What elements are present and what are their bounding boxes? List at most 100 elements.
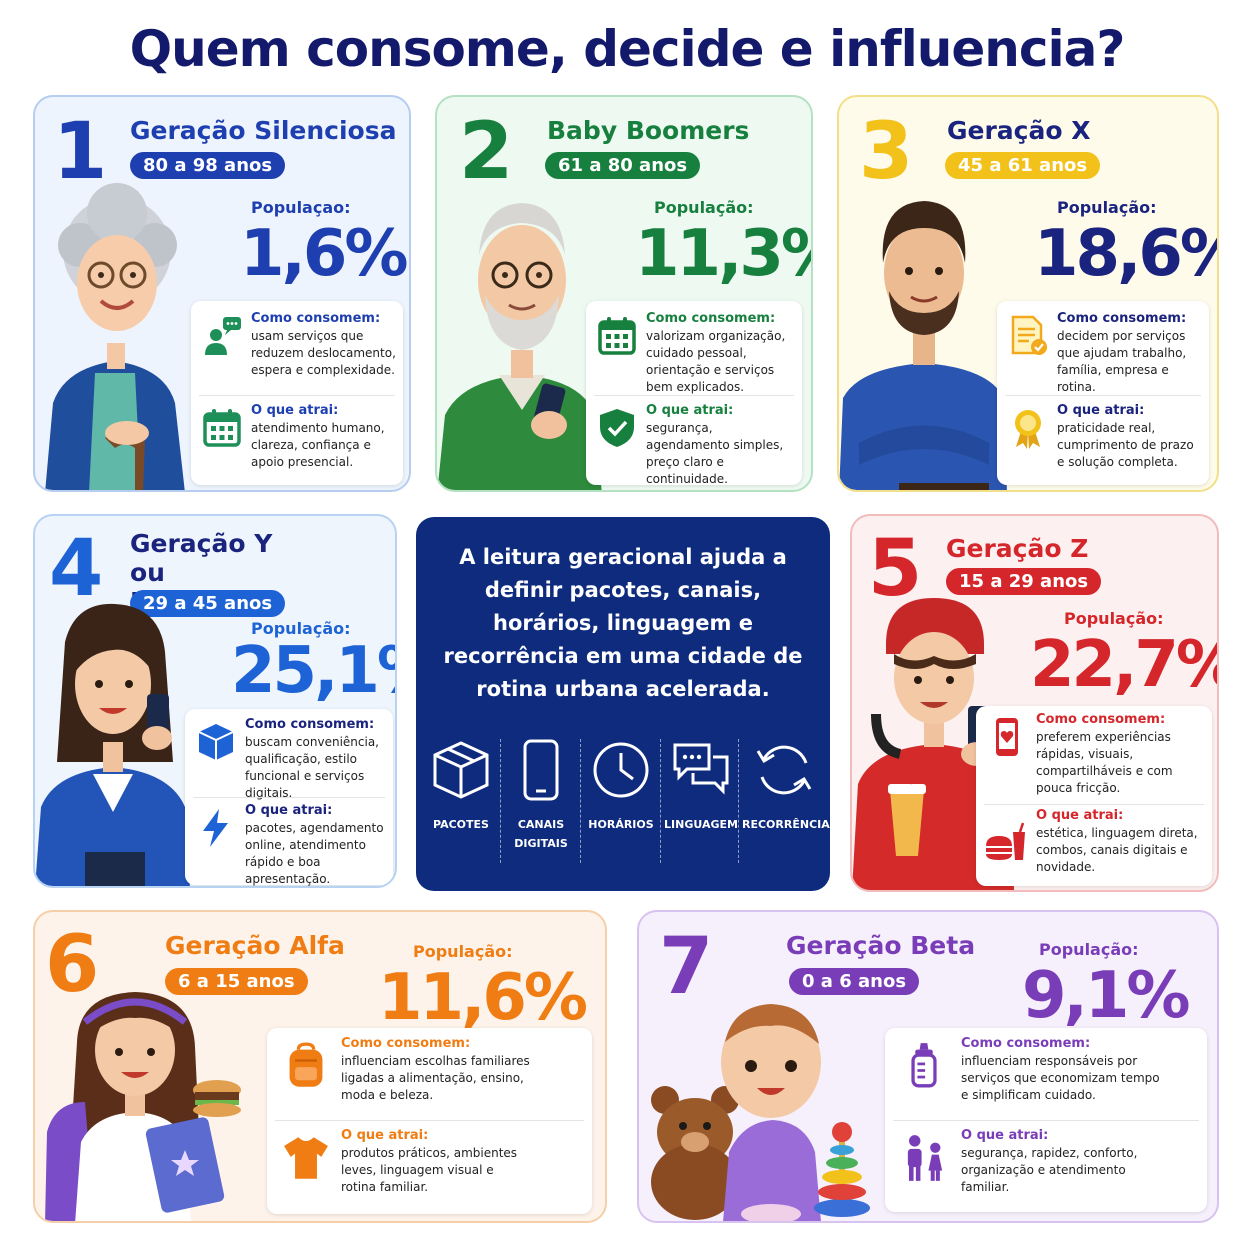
generation-name: Geração Beta xyxy=(786,931,976,960)
consume-text: buscam conveniência, qualificação, estil… xyxy=(245,735,379,800)
population-label: População: xyxy=(413,942,513,961)
card-geracao-x: 3 Geração X 45 a 61 anos População: 18,6… xyxy=(837,95,1219,492)
card-geracao-beta: 7 Geração Beta 0 a 6 anos População: 9,1… xyxy=(637,910,1219,1223)
age-badge: 61 a 80 anos xyxy=(545,152,701,179)
clock-icon xyxy=(593,742,649,798)
consume-text: influenciam responsáveis por serviços qu… xyxy=(961,1054,1160,1102)
phone-heart-icon xyxy=(996,718,1018,756)
info-box: Como consomem: decidem por serviços que … xyxy=(997,301,1209,485)
family-icon xyxy=(907,1135,943,1181)
attract-text: segurança, rapidez, conforto, organizaçã… xyxy=(961,1146,1138,1194)
divider xyxy=(660,739,662,863)
smartphone-icon xyxy=(523,739,559,801)
population-label: População: xyxy=(251,619,351,638)
info-box: Como consomem: preferem experiências ráp… xyxy=(976,706,1212,886)
population-value: 22,7% xyxy=(1030,628,1219,702)
center-item-horarios: HORÁRIOS xyxy=(582,739,660,834)
card-number: 3 xyxy=(859,107,914,197)
attract-heading: O que atrai: xyxy=(646,403,734,418)
info-box: Como consomem: influenciam escolhas fami… xyxy=(267,1028,592,1214)
center-item-canais-digitais: CANAIS DIGITAIS xyxy=(502,739,580,853)
card-number: 4 xyxy=(49,524,104,614)
age-badge: 80 a 98 anos xyxy=(130,152,286,179)
consume-section: Como consomem: influenciam escolhas fami… xyxy=(281,1036,586,1122)
award-ribbon-icon xyxy=(1015,410,1041,449)
age-badge: 15 a 29 anos xyxy=(946,568,1102,595)
consume-text: usam serviços que reduzem deslocamento, … xyxy=(251,329,396,377)
generation-name: Geração Z xyxy=(946,534,1089,563)
attract-text: atendimento humano, clareza, confiança e… xyxy=(251,421,385,469)
center-item-pacotes: PACOTES xyxy=(422,739,500,834)
lightning-icon xyxy=(203,809,228,847)
card-geracao-alfa: 6 Geração Alfa 6 a 15 anos População: 11… xyxy=(33,910,607,1223)
consume-text: valorizam organização, cuidado pessoal, … xyxy=(646,329,786,394)
page-title: Quem consome, decide e influencia? xyxy=(129,20,1126,78)
baby-teddy-illustration xyxy=(651,1004,870,1221)
generation-name: Geração X xyxy=(947,116,1091,145)
population-label: População: xyxy=(654,198,754,217)
divider xyxy=(275,1120,584,1121)
center-item-label: HORÁRIOS xyxy=(588,818,654,831)
population-label: População: xyxy=(1039,940,1139,959)
population-value: 1,6% xyxy=(240,217,408,291)
attract-section: O que atrai: atendimento humano, clareza… xyxy=(199,403,397,483)
box-icon xyxy=(198,724,234,760)
calendar-icon xyxy=(598,317,636,355)
attract-section: O que atrai: produtos práticos, ambiente… xyxy=(281,1128,586,1212)
center-item-label: LINGUAGEM xyxy=(664,818,738,831)
tshirt-icon xyxy=(284,1137,328,1179)
population-value: 11,6% xyxy=(378,961,588,1035)
consume-heading: Como consomem: xyxy=(961,1036,1091,1051)
population-value: 25,1% xyxy=(231,634,395,708)
chat-icon xyxy=(673,743,729,795)
population-label: População: xyxy=(1057,198,1157,217)
consume-section: Como consomem: valorizam organização, cu… xyxy=(594,311,796,394)
divider xyxy=(594,395,794,396)
attract-heading: O que atrai: xyxy=(1036,808,1124,823)
center-summary-panel: A leitura geracional ajuda a definir pac… xyxy=(416,517,830,891)
consume-text: influenciam escolhas familiares ligadas … xyxy=(341,1054,530,1102)
card-geracao-silenciosa: 1 Geração Silenciosa 80 a 98 anos Popula… xyxy=(33,95,411,492)
population-value: 9,1% xyxy=(1022,959,1190,1033)
attract-heading: O que atrai: xyxy=(961,1128,1049,1143)
elderly-man-illustration xyxy=(437,203,602,490)
population-value: 11,3% xyxy=(635,217,811,291)
card-geracao-y: 4 Geração Y ou Millennials 29 a 45 anos … xyxy=(33,514,397,888)
card-number: 1 xyxy=(53,107,108,197)
consume-heading: Como consomem: xyxy=(646,311,776,326)
calendar-icon xyxy=(203,409,241,447)
attract-section: O que atrai: estética, linguagem direta,… xyxy=(984,808,1206,886)
age-badge: 0 a 6 anos xyxy=(789,968,920,995)
population-value: 18,6% xyxy=(1034,217,1217,291)
info-box: Como consomem: influenciam responsáveis … xyxy=(885,1028,1207,1212)
card-number: 7 xyxy=(659,922,714,1012)
elderly-woman-illustration xyxy=(45,183,185,490)
attract-section: O que atrai: praticidade real, cumprimen… xyxy=(1005,403,1203,483)
attract-text: pacotes, agendamento online, atendimento… xyxy=(245,821,384,886)
population-label: Populaçao: xyxy=(251,198,351,217)
center-item-label: CANAIS DIGITAIS xyxy=(514,818,568,850)
generation-name: Baby Boomers xyxy=(547,116,750,145)
attract-section: O que atrai: segurança, agendamento simp… xyxy=(594,403,796,486)
divider xyxy=(500,739,502,863)
attract-text: produtos práticos, ambientes leves, ling… xyxy=(341,1146,518,1194)
center-item-linguagem: LINGUAGEM xyxy=(662,739,740,834)
attract-heading: O que atrai: xyxy=(1057,403,1145,418)
refresh-icon xyxy=(756,745,812,795)
consume-section: Como consomem: buscam conveniência, qual… xyxy=(193,717,387,800)
document-check-icon xyxy=(1011,315,1047,355)
card-number: 5 xyxy=(868,524,923,614)
attract-text: estética, linguagem direta, combos, cana… xyxy=(1036,826,1198,874)
consume-section: Como consomem: influenciam responsáveis … xyxy=(899,1036,1201,1122)
consume-text: preferem experiências rápidas, visuais, … xyxy=(1036,730,1173,795)
attract-text: praticidade real, cumprimento de prazo e… xyxy=(1057,421,1194,469)
burger-drink-icon xyxy=(986,822,1025,860)
card-number: 6 xyxy=(45,920,100,1010)
attract-section: O que atrai: pacotes, agendamento online… xyxy=(193,803,387,886)
divider xyxy=(1005,395,1201,396)
generation-name: Geração Silenciosa xyxy=(130,116,397,145)
attract-heading: O que atrai: xyxy=(251,403,339,418)
info-box: Como consomem: buscam conveniência, qual… xyxy=(185,709,393,886)
consume-heading: Como consomem: xyxy=(341,1036,471,1051)
attract-heading: O que atrai: xyxy=(341,1128,429,1143)
